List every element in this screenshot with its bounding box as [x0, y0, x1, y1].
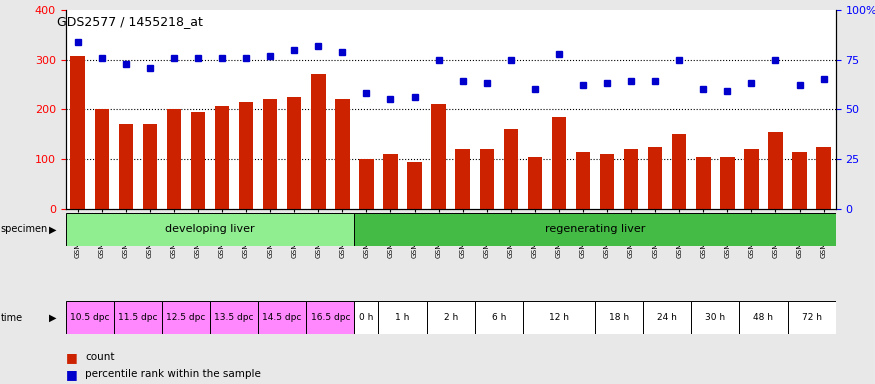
Text: 12.5 dpc: 12.5 dpc	[166, 313, 206, 322]
Text: time: time	[1, 313, 23, 323]
Text: 2 h: 2 h	[444, 313, 458, 322]
Bar	[239, 102, 254, 209]
Text: count: count	[85, 352, 115, 362]
Text: 18 h: 18 h	[609, 313, 629, 322]
Bar	[119, 124, 133, 209]
Bar	[94, 109, 109, 209]
Bar	[648, 147, 662, 209]
Text: ■: ■	[66, 351, 77, 364]
Bar	[456, 149, 470, 209]
Bar	[643, 301, 691, 334]
Text: 72 h: 72 h	[802, 313, 822, 322]
Bar	[162, 301, 210, 334]
Bar	[523, 301, 595, 334]
Text: 11.5 dpc: 11.5 dpc	[118, 313, 158, 322]
Text: ▶: ▶	[49, 313, 57, 323]
Text: ▶: ▶	[49, 224, 57, 235]
Text: 0 h: 0 h	[360, 313, 374, 322]
Bar	[768, 132, 783, 209]
Bar	[816, 147, 831, 209]
Bar	[576, 152, 591, 209]
Bar	[71, 56, 85, 209]
Bar	[312, 74, 326, 209]
Bar	[263, 99, 277, 209]
Bar	[383, 154, 397, 209]
Text: 14.5 dpc: 14.5 dpc	[262, 313, 302, 322]
Text: 16.5 dpc: 16.5 dpc	[311, 313, 350, 322]
Bar	[431, 104, 446, 209]
Bar	[258, 301, 306, 334]
Text: developing liver: developing liver	[165, 224, 255, 235]
Bar	[691, 301, 739, 334]
Bar	[480, 149, 494, 209]
Bar	[354, 301, 379, 334]
Bar	[504, 129, 518, 209]
Bar	[552, 117, 566, 209]
Bar	[672, 134, 687, 209]
Bar	[427, 301, 475, 334]
Text: ■: ■	[66, 368, 77, 381]
Text: 12 h: 12 h	[549, 313, 569, 322]
Bar	[210, 301, 258, 334]
Bar	[66, 213, 354, 246]
Text: percentile rank within the sample: percentile rank within the sample	[85, 369, 261, 379]
Bar	[306, 301, 354, 334]
Bar	[720, 157, 735, 209]
Text: 13.5 dpc: 13.5 dpc	[214, 313, 254, 322]
Bar	[379, 301, 427, 334]
Text: 48 h: 48 h	[753, 313, 774, 322]
Bar	[354, 213, 836, 246]
Bar	[696, 157, 710, 209]
Text: 24 h: 24 h	[657, 313, 677, 322]
Bar	[215, 106, 229, 209]
Bar	[788, 301, 836, 334]
Bar	[408, 162, 422, 209]
Bar	[143, 124, 158, 209]
Bar	[793, 152, 807, 209]
Bar	[528, 157, 542, 209]
Bar	[600, 154, 614, 209]
Bar	[335, 99, 350, 209]
Bar	[167, 109, 181, 209]
Bar	[191, 112, 206, 209]
Text: 1 h: 1 h	[396, 313, 410, 322]
Bar	[739, 301, 788, 334]
Bar	[66, 301, 114, 334]
Bar	[745, 149, 759, 209]
Bar	[287, 97, 301, 209]
Text: 10.5 dpc: 10.5 dpc	[70, 313, 109, 322]
Text: GDS2577 / 1455218_at: GDS2577 / 1455218_at	[57, 15, 203, 28]
Bar	[114, 301, 162, 334]
Bar	[360, 159, 374, 209]
Text: 6 h: 6 h	[492, 313, 506, 322]
Text: regenerating liver: regenerating liver	[545, 224, 645, 235]
Text: 30 h: 30 h	[705, 313, 725, 322]
Bar	[624, 149, 639, 209]
Bar	[475, 301, 523, 334]
Text: specimen: specimen	[1, 224, 48, 235]
Bar	[595, 301, 643, 334]
